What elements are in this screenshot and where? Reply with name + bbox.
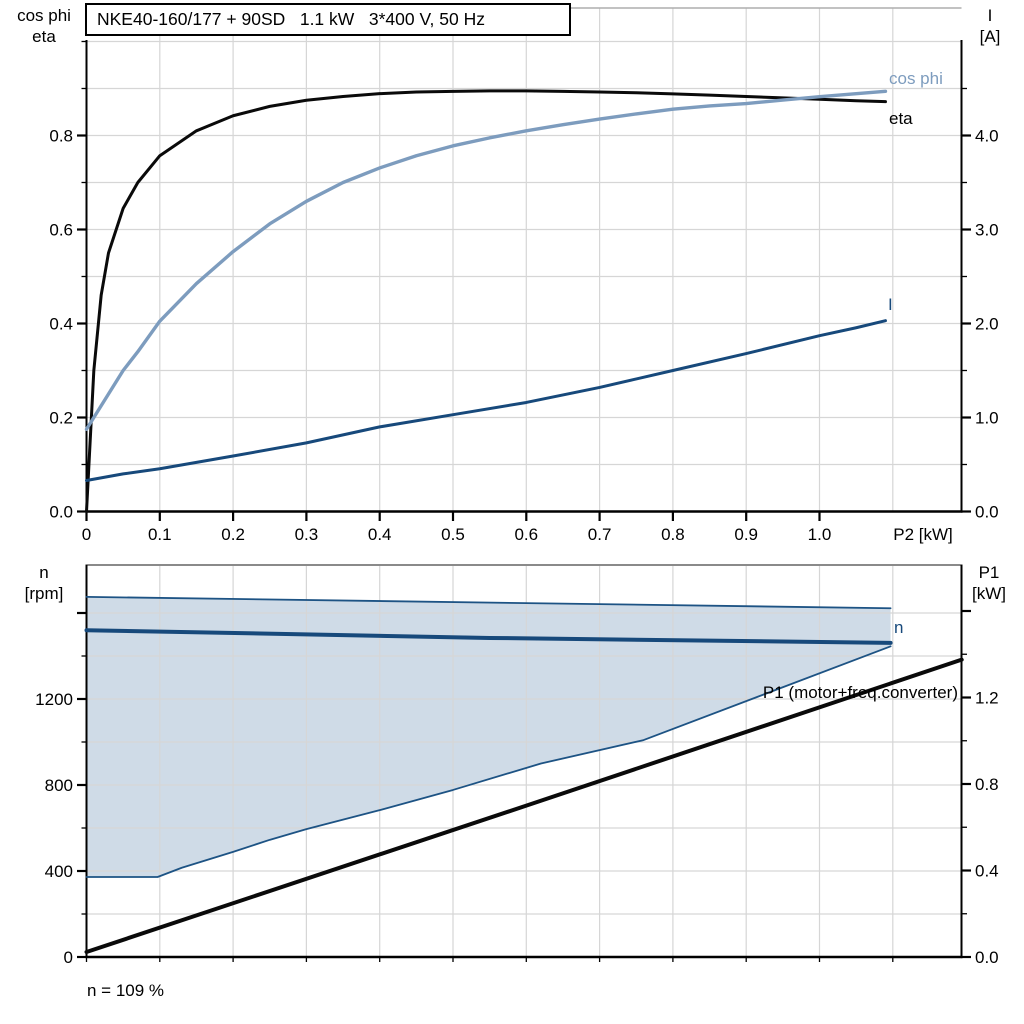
- x-tick-label: 0.5: [441, 525, 465, 544]
- x-tick-label: 0.7: [588, 525, 612, 544]
- speed-axis-title-line2: [rpm]: [24, 584, 64, 603]
- I-curve-label: I: [888, 295, 893, 314]
- P1-curve-label: P1 (motor+freq.converter): [763, 683, 958, 702]
- left-tick-label: 0.4: [49, 315, 73, 334]
- speed-axis-title-line1: n: [39, 563, 49, 582]
- right-tick-label: 4.0: [975, 127, 999, 146]
- right-tick-label: 0.0: [975, 503, 999, 522]
- right-tick-label: 3.0: [975, 221, 999, 240]
- x-tick-label: 0.8: [661, 525, 685, 544]
- bottom-left-axis-title: n [rpm]: [6, 562, 82, 604]
- x-tick-label: 0.2: [221, 525, 245, 544]
- left-tick-label: 0: [64, 948, 73, 967]
- x-tick-label: 0.4: [368, 525, 392, 544]
- P1-curve: [84, 657, 964, 955]
- right-tick-label: 0.4: [975, 862, 999, 881]
- right-tick-label: 0.0: [975, 948, 999, 967]
- eta-curve-label: eta: [889, 109, 913, 128]
- speed-range-band: [86, 596, 891, 878]
- left-tick-label: 0.2: [49, 409, 73, 428]
- bottom-chart: n P1 (motor+freq.converter) 0 400 800 1200 0.0…: [35, 564, 999, 967]
- n-curve-label: n: [894, 618, 903, 637]
- x-tick-label: 1.0: [808, 525, 832, 544]
- top-right-axis-title: I [A]: [962, 5, 1018, 47]
- x-tick-label: 0.6: [514, 525, 538, 544]
- top-left-axis-title: cos phi eta: [6, 5, 82, 47]
- I-curve: [85, 319, 887, 482]
- x-axis-unit-label: P2 [kW]: [893, 525, 953, 544]
- chart-title: NKE40-160/177 + 90SD 1.1 kW 3*400 V, 50 …: [97, 9, 485, 29]
- right-axis-title-line1: I: [987, 6, 993, 25]
- left-tick-label: 400: [45, 862, 73, 881]
- bottom-right-axis-title: P1 [kW]: [960, 562, 1018, 604]
- left-tick-label: 0.6: [49, 221, 73, 240]
- power-axis-title-line1: P1: [978, 563, 1000, 582]
- right-tick-label: 2.0: [975, 315, 999, 334]
- n-curve: [84, 628, 893, 645]
- cos-phi-curve-label: cos phi: [889, 69, 943, 88]
- left-tick-label: 1200: [35, 690, 73, 709]
- top-chart: eta cos phi I 0 0.1 0.2 0.3 0.4 0.5 0.6 0.7 0.8 0.9 1…: [49, 7, 999, 544]
- x-tick-label: 0: [82, 525, 91, 544]
- left-axis-title-line1: cos phi: [17, 6, 71, 25]
- band-lower-limit-line: [85, 645, 892, 878]
- x-tick-label: 0.3: [295, 525, 319, 544]
- left-tick-label: 800: [45, 776, 73, 795]
- right-tick-label: 1.0: [975, 409, 999, 428]
- chart-title-box: NKE40-160/177 + 90SD 1.1 kW 3*400 V, 50 …: [85, 3, 571, 36]
- cos-phi-curve: [84, 89, 888, 431]
- right-axis-title-line2: [A]: [979, 27, 1001, 46]
- speed-percentage-note: n = 109 %: [87, 981, 165, 1000]
- left-tick-label: 0.0: [49, 503, 73, 522]
- eta-curve: [85, 89, 887, 513]
- right-tick-label: 0.8: [975, 775, 999, 794]
- band-upper-limit-line: [85, 595, 892, 610]
- x-tick-label: 0.9: [734, 525, 758, 544]
- left-axis-title-line2: eta: [32, 27, 56, 46]
- power-axis-title-line2: [kW]: [972, 584, 1006, 603]
- left-tick-label: 0.8: [49, 127, 73, 146]
- x-tick-label: 0.1: [148, 525, 172, 544]
- right-tick-label: 1.2: [975, 689, 999, 708]
